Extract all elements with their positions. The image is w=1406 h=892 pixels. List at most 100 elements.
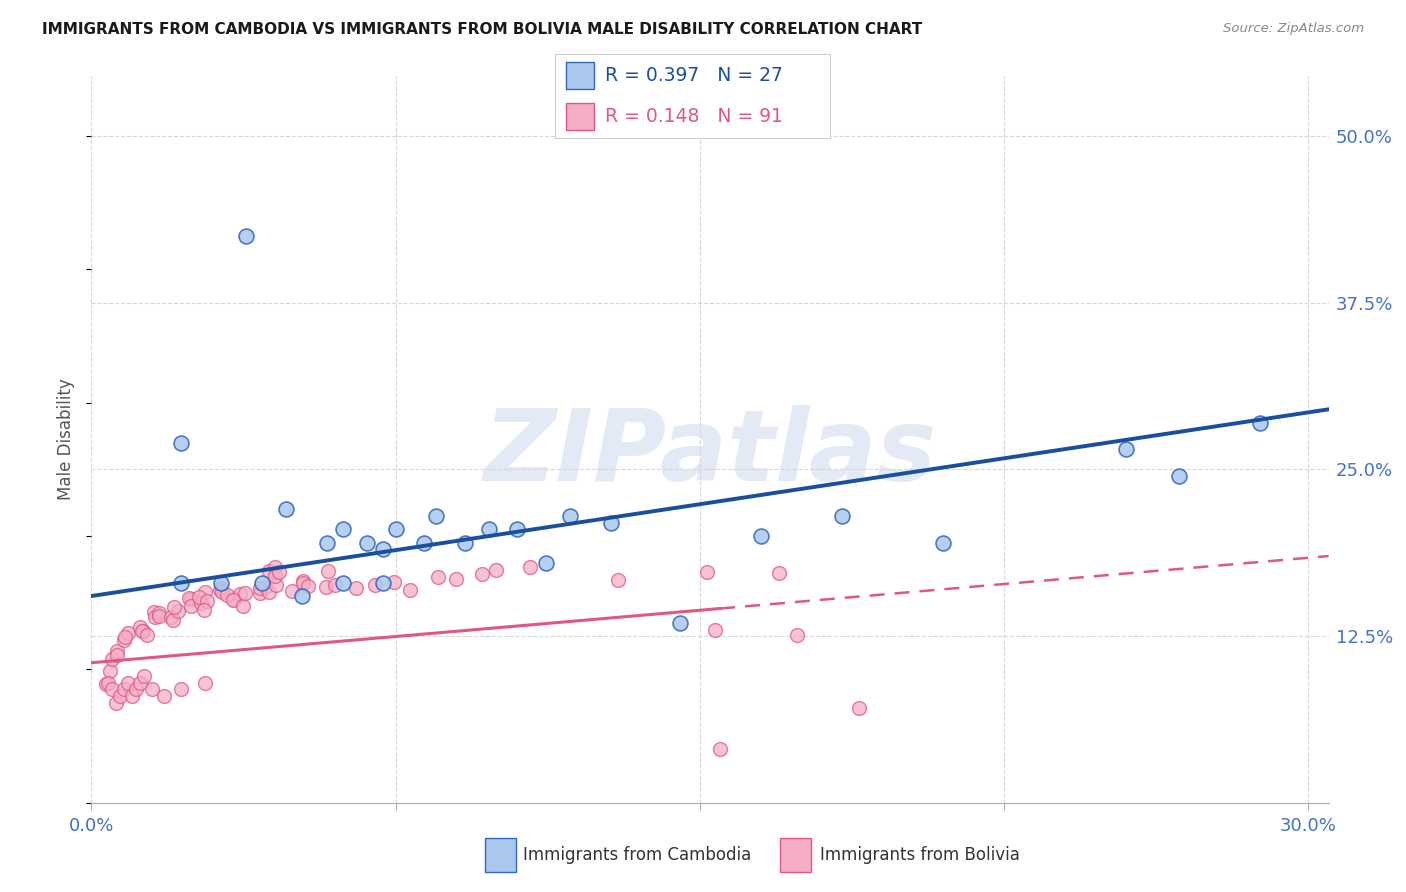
Point [232,599,254,613]
Point [425,508,447,523]
Point [233,586,256,600]
Point [188,590,211,604]
Point [194,584,217,599]
Point [267,566,290,580]
FancyBboxPatch shape [567,103,593,130]
Point [143,609,166,624]
Point [235,228,257,243]
Point [112,632,135,647]
Point [209,575,232,590]
Point [264,568,287,582]
Point [373,542,395,557]
Point [125,682,148,697]
Point [599,516,621,530]
Point [108,689,131,703]
Point [228,586,250,600]
Point [131,624,153,639]
Point [932,535,955,549]
Point [291,589,314,603]
Point [534,556,557,570]
Point [197,593,219,607]
Point [292,574,315,589]
Point [297,578,319,592]
Point [704,623,727,637]
Point [484,563,506,577]
Point [169,682,191,697]
Text: Immigrants from Cambodia: Immigrants from Cambodia [523,847,751,864]
Point [323,578,346,592]
Point [215,588,238,602]
Point [148,607,170,621]
Point [208,583,231,598]
Point [471,566,494,581]
Point [848,701,870,715]
Point [131,624,153,638]
Text: IMMIGRANTS FROM CAMBODIA VS IMMIGRANTS FROM BOLIVIA MALE DISABILITY CORRELATION : IMMIGRANTS FROM CAMBODIA VS IMMIGRANTS F… [42,22,922,37]
Point [141,682,163,697]
Point [292,575,315,590]
Point [117,675,139,690]
Point [607,573,630,587]
Point [413,535,436,549]
Point [163,600,186,615]
Point [786,628,808,642]
Point [114,631,136,645]
Point [162,613,184,627]
Point [105,644,128,658]
Y-axis label: Male Disability: Male Disability [58,378,76,500]
Point [159,610,181,624]
Point [399,582,422,597]
Point [105,648,128,663]
Point [166,604,188,618]
Text: R = 0.148   N = 91: R = 0.148 N = 91 [605,107,783,126]
Point [94,677,117,691]
Point [179,591,201,606]
Point [134,669,156,683]
Point [194,675,217,690]
Point [519,560,541,574]
Point [264,560,287,574]
Point [104,696,127,710]
Point [153,689,176,703]
Point [444,573,467,587]
Point [100,682,122,697]
Point [831,508,853,523]
Point [264,577,287,591]
Point [169,435,191,450]
Point [169,575,191,590]
Point [332,575,354,590]
Point [384,522,406,536]
Text: Immigrants from Bolivia: Immigrants from Bolivia [820,847,1019,864]
Point [384,574,406,589]
Point [193,603,215,617]
Point [250,575,273,590]
Point [316,564,339,578]
Point [478,522,501,536]
Point [180,599,202,613]
Point [112,682,135,697]
FancyBboxPatch shape [567,62,593,89]
Point [373,575,395,590]
Point [97,675,120,690]
Point [257,564,280,578]
Point [129,620,152,634]
Point [274,502,297,516]
Text: ZIPatlas: ZIPatlas [484,405,936,502]
Point [211,584,233,599]
Point [280,583,302,598]
Point [668,615,690,630]
Point [257,585,280,599]
Point [148,608,170,623]
Point [749,529,772,543]
Point [709,742,731,756]
Point [344,582,367,596]
Point [315,580,337,594]
Point [121,689,143,703]
Point [222,592,245,607]
Point [129,675,152,690]
Point [332,522,354,536]
Point [1115,442,1137,457]
Point [117,625,139,640]
Point [1167,469,1189,483]
Point [1249,416,1271,430]
